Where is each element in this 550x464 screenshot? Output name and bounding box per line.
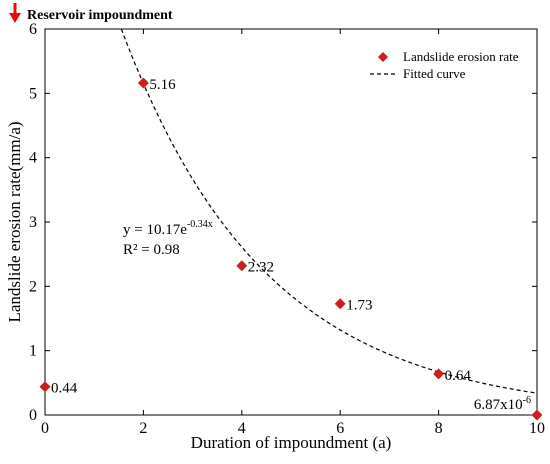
- data-points-layer: [39, 77, 543, 421]
- x-tick-label: 0: [41, 420, 49, 437]
- fit-equation-main: y = 10.17e: [123, 222, 187, 238]
- data-label: 0.44: [51, 381, 78, 397]
- r-squared-label: R² = 0.98: [123, 242, 180, 258]
- x-tick-label: 6: [336, 420, 344, 437]
- y-tick-label: 5: [29, 85, 37, 102]
- arrowhead-icon: [9, 13, 21, 23]
- reservoir-impoundment-marker: Reservoir impoundment: [9, 3, 173, 23]
- data-point: [236, 260, 248, 272]
- y-tick-label: 2: [29, 278, 37, 295]
- x-tick-label: 8: [435, 420, 443, 437]
- data-point: [433, 368, 445, 380]
- y-tick-label: 3: [29, 214, 37, 231]
- plot-frame: [44, 28, 538, 416]
- x-axis-title: Duration of impoundment (a): [191, 433, 392, 452]
- fit-equation: y = 10.17e-0.34x: [123, 219, 213, 238]
- legend-diamond-marker: [378, 52, 388, 62]
- y-tick-label: 1: [29, 343, 37, 360]
- x-tick-label: 2: [139, 420, 147, 437]
- data-label: 0.64: [445, 368, 472, 384]
- data-point: [137, 77, 149, 89]
- data-label: 5.16: [149, 77, 176, 93]
- data-point: [531, 409, 543, 421]
- x-tick-label: 4: [238, 420, 246, 437]
- data-labels-layer: 0.44 5.16 2.32 1.73 0.646.87x10-6: [51, 77, 531, 413]
- reservoir-impoundment-label: Reservoir impoundment: [27, 8, 173, 23]
- fitted-curve-layer: [120, 28, 538, 394]
- data-label: 1.73: [346, 298, 372, 314]
- data-point: [39, 381, 51, 393]
- legend-label-fitted-curve: Fitted curve: [403, 66, 466, 81]
- y-tick-label: 0: [29, 407, 37, 424]
- fitted-curve-line: [120, 28, 538, 394]
- y-tick-label: 4: [29, 150, 37, 167]
- y-axis-title: Landslide erosion rate(mm/a): [5, 121, 24, 322]
- data-point: [334, 298, 346, 310]
- legend: Landslide erosion rate Fitted curve: [370, 49, 519, 81]
- fit-equation-exponent: -0.34x: [187, 219, 213, 230]
- data-label: 2.32: [248, 260, 274, 276]
- legend-label-erosion-rate: Landslide erosion rate: [403, 49, 519, 64]
- x-tick-label: 10: [529, 420, 545, 437]
- data-label: 6.87x10-6: [474, 395, 531, 413]
- y-tick-label: 6: [29, 21, 37, 38]
